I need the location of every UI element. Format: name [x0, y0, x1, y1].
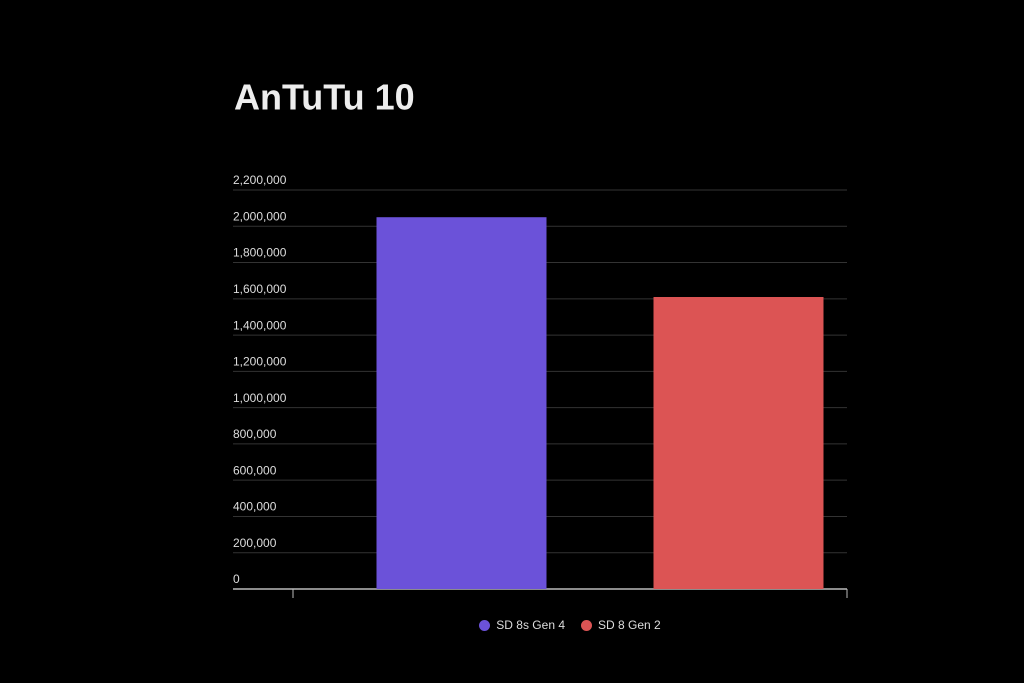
legend-item: SD 8 Gen 2 [581, 618, 661, 632]
bar [376, 217, 547, 590]
bar [653, 297, 824, 589]
y-tick-label: 1,800,000 [233, 246, 287, 260]
chart-title: AnTuTu 10 [234, 77, 415, 118]
legend-label: SD 8 Gen 2 [598, 618, 661, 632]
y-tick-label: 800,000 [233, 427, 277, 441]
legend: SD 8s Gen 4 SD 8 Gen 2 [370, 618, 770, 632]
y-tick-label: 1,200,000 [233, 355, 287, 369]
legend-swatch [479, 619, 491, 631]
y-tick-label: 400,000 [233, 500, 277, 514]
legend-swatch [581, 619, 592, 631]
y-tick-label: 200,000 [233, 536, 277, 550]
y-tick-label: 2,200,000 [233, 173, 287, 187]
y-tick-label: 600,000 [233, 463, 277, 477]
y-tick-label: 0 [233, 572, 240, 586]
y-tick-label: 1,000,000 [233, 391, 287, 405]
y-tick-label: 1,600,000 [233, 282, 287, 296]
legend-label: SD 8s Gen 4 [496, 618, 565, 632]
y-tick-label: 2,000,000 [233, 209, 287, 223]
legend-item: SD 8s Gen 4 [479, 618, 565, 632]
y-tick-label: 1,400,000 [233, 318, 287, 332]
